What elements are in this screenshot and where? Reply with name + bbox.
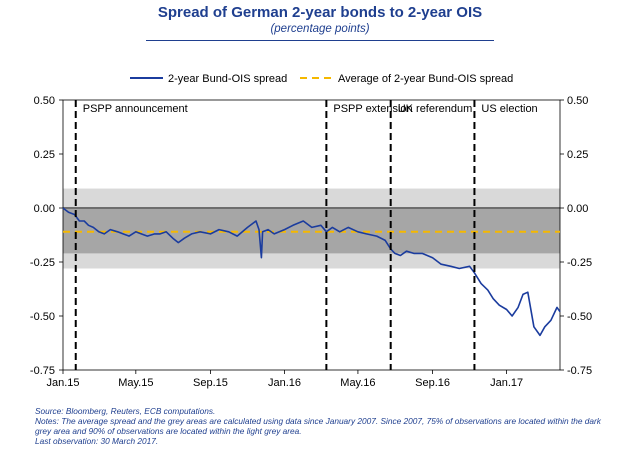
legend-label-spread: 2-year Bund-OIS spread bbox=[168, 73, 287, 85]
y-tick-label-left: 0.25 bbox=[34, 149, 55, 161]
y-tick-label-right: 0.25 bbox=[567, 149, 588, 161]
y-tick-label-right: 0.50 bbox=[567, 95, 588, 107]
event-label: PSPP announcement bbox=[83, 103, 188, 115]
x-tick-label: Sep.16 bbox=[415, 377, 450, 389]
x-tick-label: Jan.15 bbox=[46, 377, 79, 389]
y-tick-label-right: 0.00 bbox=[567, 203, 588, 215]
x-tick-label: May.15 bbox=[118, 377, 153, 389]
methodology-note: Notes: The average spread and the grey a… bbox=[35, 416, 601, 436]
y-tick-label-right: -0.50 bbox=[567, 311, 592, 323]
chart-subtitle: (percentage points) bbox=[270, 23, 370, 35]
y-tick-label-right: -0.75 bbox=[567, 365, 592, 377]
x-tick-label: Jan.16 bbox=[268, 377, 301, 389]
chart-area: 0.50 0.50 0.25 0.25 0.00 0.00 -0.25 -0.25 -0.50 -… bbox=[30, 73, 592, 389]
y-tick-label-left: -0.25 bbox=[30, 257, 55, 269]
plot-frame bbox=[62, 99, 561, 371]
x-tick-label: Sep.15 bbox=[193, 377, 228, 389]
y-tick-label-left: -0.75 bbox=[30, 365, 55, 377]
x-tick-label: May.16 bbox=[340, 377, 375, 389]
event-label: UK referendum bbox=[398, 103, 473, 115]
event-label: US election bbox=[481, 103, 537, 115]
last-observation-note: Last observation: 30 March 2017. bbox=[35, 436, 159, 446]
chart-notes: Source: Bloomberg, Reuters, ECB computat… bbox=[35, 406, 615, 446]
y-tick-label-left: -0.50 bbox=[30, 311, 55, 323]
dark-grey-band bbox=[63, 208, 560, 254]
y-tick-label-left: 0.00 bbox=[34, 203, 55, 215]
chart-title: Spread of German 2-year bonds to 2-year … bbox=[157, 4, 483, 21]
y-tick-label-left: 0.50 bbox=[34, 95, 55, 107]
spread-series-line bbox=[62, 207, 561, 337]
x-tick-label: Jan.17 bbox=[490, 377, 523, 389]
event-label: PSPP extension bbox=[333, 103, 412, 115]
y-tick-label-right: -0.25 bbox=[567, 257, 592, 269]
title-divider bbox=[146, 40, 494, 41]
source-note: Source: Bloomberg, Reuters, ECB computat… bbox=[35, 406, 216, 416]
legend-label-average: Average of 2-year Bund-OIS spread bbox=[338, 73, 513, 85]
